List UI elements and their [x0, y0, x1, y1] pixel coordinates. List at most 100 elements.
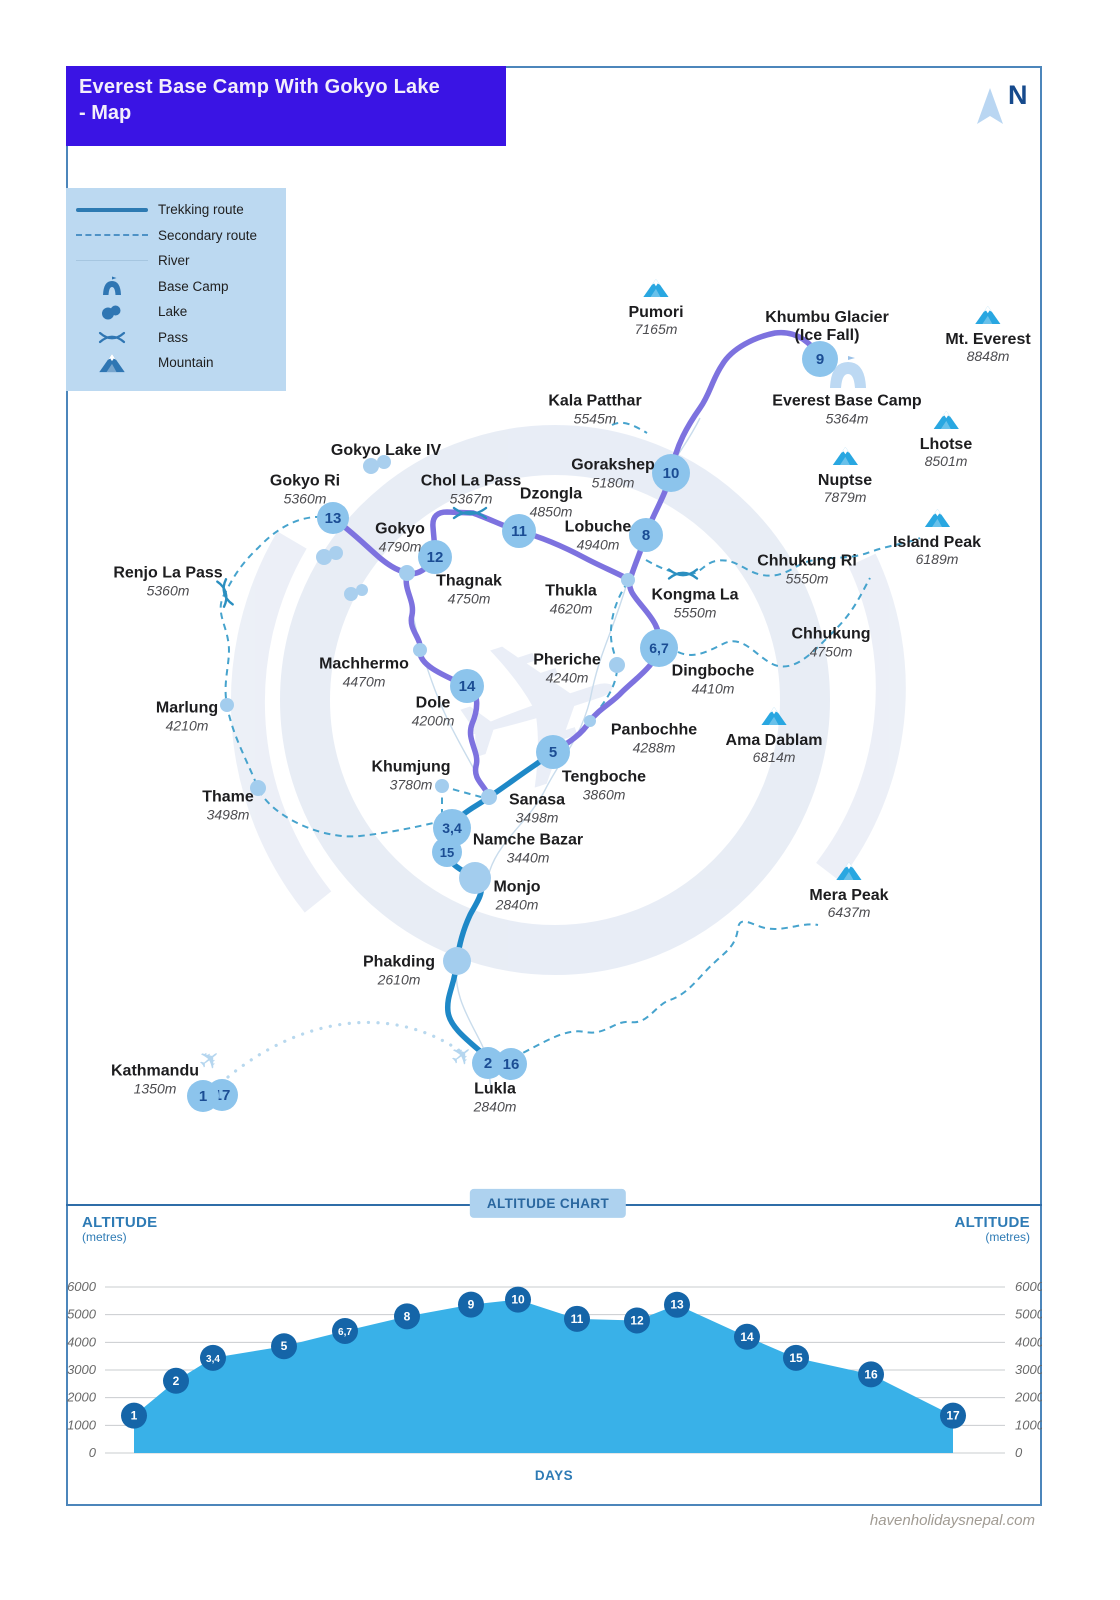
chart-day-marker-13	[664, 1291, 690, 1318]
place-altitude: 3440m	[506, 849, 550, 866]
chart-day-marker-14	[734, 1323, 760, 1350]
place-chhukung: Chhukung 4750m	[791, 626, 870, 661]
chart-day-label: 9	[468, 1298, 475, 1312]
place-altitude: 1350m	[133, 1080, 177, 1097]
place-altitude: 4790m	[378, 538, 422, 555]
mera-peak-route	[512, 920, 819, 1059]
chart-day-marker-1	[121, 1402, 147, 1429]
altitude-chart: 6000 6000 5000 5000 4000 4000 3000 3000 2000 2000…	[66, 1205, 1042, 1506]
waypoint-day-15: 15	[432, 837, 462, 867]
place-altitude: 5360m	[146, 582, 190, 599]
place-thukla: Thukla 4620m	[545, 583, 597, 618]
mountain-altitude: 6189m	[915, 550, 959, 567]
place-name: Sanasa	[508, 791, 566, 809]
place-kala-patthar: Kala Patthar 5545m	[548, 393, 641, 428]
waypoint-day-9: 9	[802, 341, 838, 377]
pass-icons	[216, 506, 699, 608]
mountain-altitude: 6814m	[752, 748, 796, 765]
chart-day-marker-17	[940, 1402, 966, 1429]
place-name: Khumjung	[371, 758, 451, 776]
mountain-icon	[924, 509, 950, 527]
place-kongma-la: Kongma La 5550m	[651, 587, 738, 622]
place-name: Kala Patthar	[548, 392, 642, 410]
place-lobuche: Lobuche 4940m	[565, 519, 632, 554]
waypoint-day-8: 8	[629, 518, 663, 552]
place-altitude: 3780m	[389, 776, 433, 793]
place-name: Kathmandu	[111, 1062, 199, 1080]
mountain-altitude: 7165m	[634, 320, 678, 337]
lake-icon	[66, 304, 158, 320]
place-thagnak: Thagnak 4750m	[436, 573, 502, 608]
place-altitude: 4210m	[165, 717, 209, 734]
route-node	[443, 947, 471, 975]
place-altitude: 5550m	[785, 570, 829, 587]
y-tick-right: 1000	[1015, 1417, 1042, 1432]
legend-row-trekking-route: Trekking route	[66, 197, 286, 223]
mountain-name: Island Peak	[892, 533, 982, 551]
place-altitude: 2840m	[473, 1098, 517, 1115]
mountain-mt-everest: Mt. Everest 8848m	[945, 305, 1031, 364]
mountain-icon	[933, 411, 959, 429]
place-gokyo-lake-iv: Gokyo Lake IV	[331, 442, 441, 460]
place-altitude: 5545m	[573, 410, 617, 427]
place-name: Thagnak	[436, 572, 502, 590]
chhukung-route	[677, 577, 871, 668]
place-altitude: 4200m	[411, 712, 455, 729]
footer-website: havenholidaysnepal.com	[869, 1512, 1035, 1529]
y-tick-left: 3000	[67, 1362, 97, 1377]
place-altitude: 5180m	[591, 474, 635, 491]
place-name: Monjo	[493, 878, 541, 896]
y-tick-left: 0	[89, 1445, 97, 1460]
route-node	[459, 862, 491, 894]
days-axis-label: DAYS	[534, 1468, 574, 1483]
map-title: Everest Base Camp With Gokyo Lake - Map	[66, 66, 506, 146]
kongma-la-pass-icon	[667, 568, 699, 580]
place-name: Kongma La	[651, 586, 739, 604]
route-node	[481, 789, 497, 805]
place-altitude: 4620m	[549, 600, 593, 617]
chart-day-label: 3,4	[206, 1354, 220, 1365]
place-monjo: Monjo 2840m	[493, 879, 540, 914]
trekking-route-line-icon	[66, 207, 158, 212]
place-chol-la-pass: Chol La Pass 5367m	[421, 473, 521, 508]
place-altitude: 5367m	[449, 490, 493, 507]
mountain-name: Mera Peak	[809, 886, 889, 904]
place-altitude: 4288m	[632, 739, 676, 756]
pheriche-route	[591, 581, 629, 719]
secondary-route-line-icon	[66, 234, 158, 237]
mountain-icon	[975, 306, 1001, 324]
chart-day-label: 8	[404, 1309, 411, 1323]
chart-day-label: 17	[946, 1409, 960, 1423]
mountain-altitude: 8848m	[966, 347, 1010, 364]
place-altitude: 3498m	[206, 806, 250, 823]
place-altitude: 2840m	[495, 896, 539, 913]
chart-day-label: 2	[173, 1374, 180, 1388]
mountain-name: Mt. Everest	[945, 330, 1031, 348]
y-tick-left: 6000	[67, 1279, 97, 1294]
route-node	[584, 715, 596, 727]
chart-day-marker-9	[458, 1291, 484, 1318]
place-name: Dole	[415, 694, 451, 712]
route-node	[220, 698, 234, 712]
compass: N	[975, 80, 1035, 146]
altitude-profile-area	[134, 1299, 953, 1453]
place-name: Renjo La Pass	[113, 564, 223, 582]
place-renjo-la-pass: Renjo La Pass 5360m	[113, 565, 222, 600]
kala-patthar-route	[611, 421, 648, 434]
river-line-icon	[66, 260, 158, 262]
chart-day-marker-5	[271, 1333, 297, 1360]
place-altitude: 4470m	[342, 673, 386, 690]
route-node	[435, 779, 449, 793]
lake-small	[344, 587, 358, 601]
place-name: Chhukung Ri	[757, 552, 857, 570]
renjo-la-pass-icon	[216, 578, 234, 608]
place-altitude: 4750m	[447, 590, 491, 607]
place-kathmandu: Kathmandu 1350m	[111, 1063, 199, 1098]
chart-day-marker-15	[783, 1344, 809, 1371]
place-gorakshep: Gorakshep 5180m	[571, 457, 655, 492]
place-altitude: 5550m	[673, 604, 717, 621]
place-marlung: Marlung 4210m	[156, 700, 218, 735]
place-thame: Thame 3498m	[202, 789, 254, 824]
chart-day-marker-8	[394, 1303, 420, 1330]
waypoint-day-2: 2	[472, 1047, 504, 1079]
